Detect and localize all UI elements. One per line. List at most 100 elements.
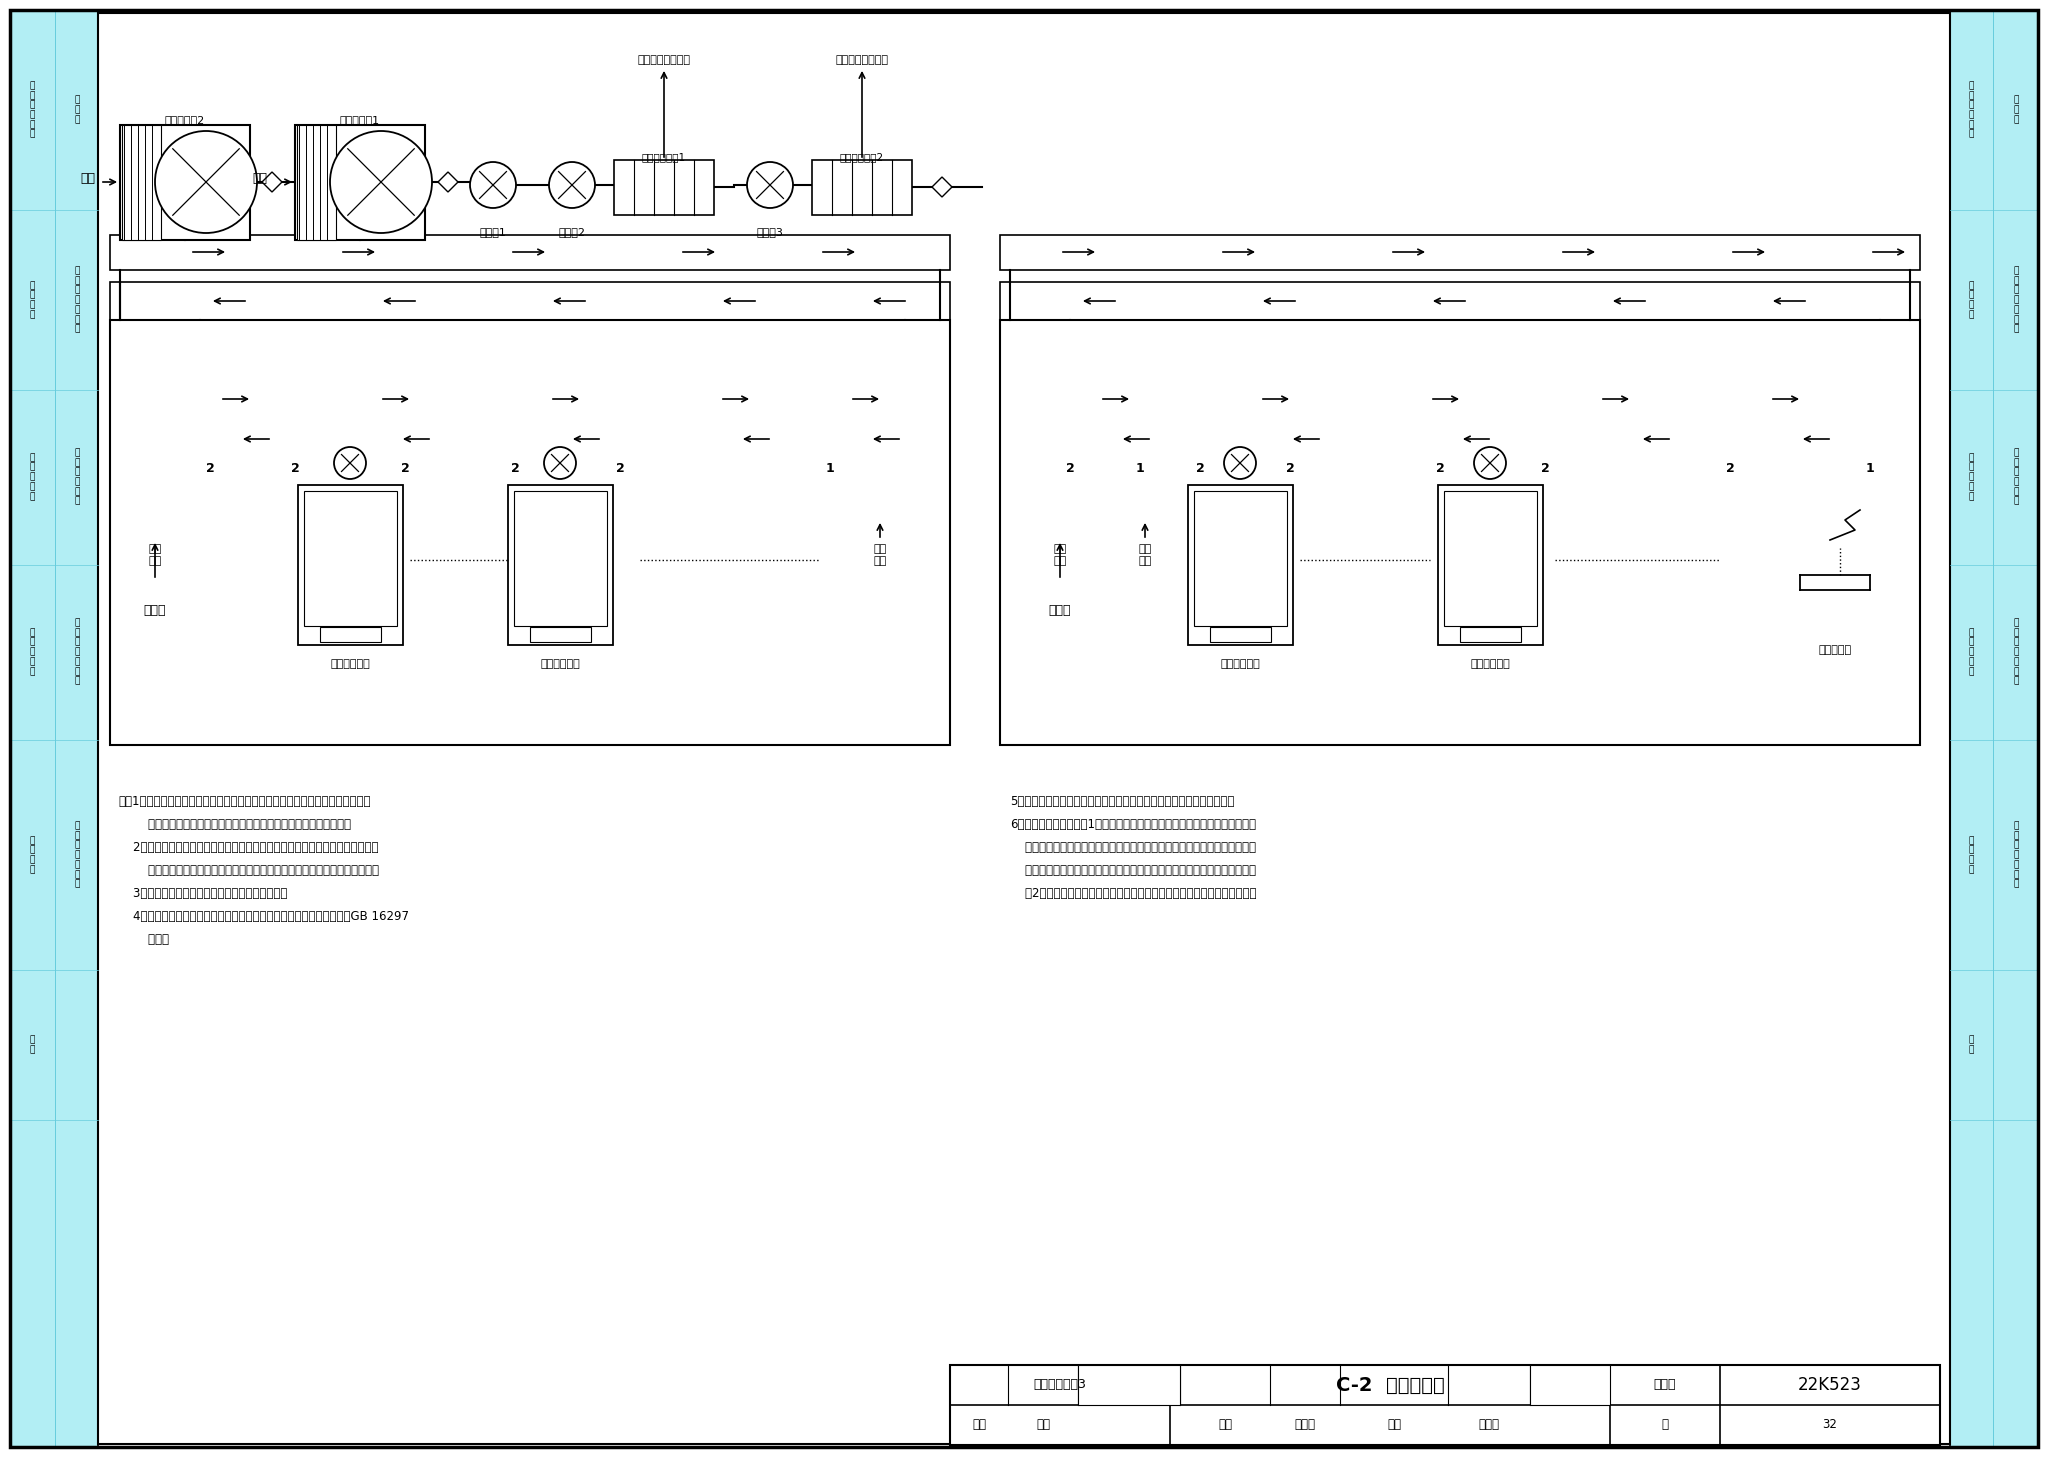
Polygon shape: [438, 172, 459, 193]
Bar: [614, 160, 715, 214]
Circle shape: [469, 162, 516, 209]
Text: 房间
送风: 房间 送风: [1053, 544, 1067, 566]
Bar: [1210, 627, 1272, 642]
Bar: [999, 235, 1921, 270]
Bar: [1188, 484, 1292, 645]
Text: 校对: 校对: [1219, 1418, 1233, 1431]
Text: 实
验
室
通
风
系
统: 实 验 室 通 风 系 统: [2013, 267, 2019, 334]
Text: 徐桓: 徐桓: [1036, 1418, 1051, 1431]
Text: 通
风
系
统
设
计: 通 风 系 统 设 计: [1968, 82, 1974, 139]
Text: 进风: 进风: [252, 172, 266, 184]
Text: 2: 2: [401, 461, 410, 474]
Text: 2: 2: [1286, 461, 1294, 474]
Bar: [111, 320, 950, 746]
Text: 选
用
与
安
装: 选 用 与 安 装: [29, 454, 35, 500]
Text: 选
用
与
安
装: 选 用 与 安 装: [1968, 454, 1974, 500]
Text: 杨木和: 杨木和: [1294, 1418, 1315, 1431]
Text: C-2  系统流程图: C-2 系统流程图: [1335, 1376, 1444, 1395]
Text: 设
计
案
例: 设 计 案 例: [1968, 282, 1974, 320]
Text: 胡雪利: 胡雪利: [1479, 1418, 1499, 1431]
Text: 典型通风系统3: 典型通风系统3: [1034, 1379, 1085, 1392]
Text: 设
计
案
例: 设 计 案 例: [29, 282, 35, 320]
Text: 排放量、年排放时间长短等来确定废气是否需要净化及采用何种净化方式。: 排放量、年排放时间长短等来确定废气是否需要净化及采用何种净化方式。: [119, 864, 379, 877]
Bar: [1040, 385, 1911, 413]
Text: 房间
送风: 房间 送风: [147, 544, 162, 566]
Text: 引至屋顶高空排放: 引至屋顶高空排放: [836, 55, 889, 66]
Text: 1: 1: [1866, 461, 1874, 474]
Text: 补风型排风柜: 补风型排风柜: [1470, 659, 1509, 670]
Text: 风
阀
与
其
他
设
备: 风 阀 与 其 他 设 备: [74, 619, 80, 686]
Text: 管
理
条
例: 管 理 条 例: [1968, 836, 1974, 874]
Text: 进风: 进风: [80, 172, 94, 184]
Text: 6．本系统中新风空调箱1服务于变风量补风型排风柜补风，建议严寒及寒冷地: 6．本系统中新风空调箱1服务于变风量补风型排风柜补风，建议严寒及寒冷地: [1010, 818, 1255, 832]
Text: 注：1．本系统为采用变风量控制补风型排风柜＋变风量补风的化学实验室的通风: 注：1．本系统为采用变风量控制补风型排风柜＋变风量补风的化学实验室的通风: [119, 795, 371, 808]
Text: 使用的前提下，由设计人员通过计算确定补风是否进行冷热处理；新风空调: 使用的前提下，由设计人员通过计算确定补风是否进行冷热处理；新风空调: [1010, 864, 1255, 877]
Text: 2．本系统中废气净化装置仅供示意，工程中需根据实验室所产生废气的性质、: 2．本系统中废气净化装置仅供示意，工程中需根据实验室所产生废气的性质、: [119, 840, 379, 854]
Text: 箱2服务于实验室全室送风，建议送风采用冷热处理以满足热舒适等要求。: 箱2服务于实验室全室送风，建议送风采用冷热处理以满足热舒适等要求。: [1010, 887, 1257, 900]
Text: 实
验
室
通
风
系
统: 实 验 室 通 风 系 统: [74, 267, 80, 334]
Text: 补风型排风柜: 补风型排风柜: [1221, 659, 1260, 670]
Polygon shape: [932, 177, 952, 197]
Bar: [1040, 425, 1911, 452]
Circle shape: [330, 131, 432, 233]
Text: 3．本系统中局部通风设备类别和数量仅为示意。: 3．本系统中局部通风设备类别和数量仅为示意。: [119, 887, 287, 900]
Text: 实
验
室
运
行
维
护: 实 验 室 运 行 维 护: [2013, 821, 2019, 889]
Bar: [297, 125, 336, 239]
Text: 选
用
与
安
装: 选 用 与 安 装: [29, 629, 35, 676]
Bar: [121, 125, 250, 239]
Text: 房间
排风: 房间 排风: [1139, 544, 1151, 566]
Text: 2: 2: [1065, 461, 1075, 474]
Circle shape: [1475, 446, 1505, 479]
Text: 新风空调箱2: 新风空调箱2: [166, 115, 205, 125]
Text: 排风机2: 排风机2: [559, 228, 586, 236]
Text: 执行。: 执行。: [119, 932, 170, 945]
Text: 2: 2: [291, 461, 299, 474]
Text: 排风机3: 排风机3: [756, 228, 784, 236]
Bar: [303, 492, 397, 626]
Polygon shape: [262, 172, 283, 193]
Circle shape: [1225, 446, 1255, 479]
Text: 2: 2: [1196, 461, 1204, 474]
Bar: [530, 627, 592, 642]
Text: 新风空调箱1: 新风空调箱1: [340, 115, 381, 125]
Text: 房间
排风: 房间 排风: [872, 544, 887, 566]
Text: 系统，在确保通风安全的前提下，方可根据工程需要选用本系统。: 系统，在确保通风安全的前提下，方可根据工程需要选用本系统。: [119, 818, 350, 832]
Text: 选
用
与
安
装: 选 用 与 安 装: [1968, 629, 1974, 676]
Bar: [514, 492, 606, 626]
Text: 附
录: 附 录: [1968, 1036, 1974, 1055]
Text: 实验室: 实验室: [143, 604, 166, 617]
Text: 风
阀
与
其
他
设
备: 风 阀 与 其 他 设 备: [2013, 619, 2019, 686]
Bar: [999, 282, 1921, 320]
Bar: [10, 10, 98, 1447]
Bar: [170, 385, 936, 413]
Text: 排风机1: 排风机1: [479, 228, 506, 236]
Text: 2: 2: [616, 461, 625, 474]
Text: 实验室: 实验室: [1049, 604, 1071, 617]
Text: 实
验
室: 实 验 室: [2013, 96, 2019, 124]
Text: 补风型排风柜: 补风型排风柜: [330, 659, 371, 670]
Text: 4．排风的排放高度需根据现行国家标准《大气污染物综合排放标准》GB 16297: 4．排风的排放高度需根据现行国家标准《大气污染物综合排放标准》GB 16297: [119, 910, 410, 924]
Circle shape: [156, 131, 256, 233]
Text: 2: 2: [510, 461, 520, 474]
Text: 2: 2: [205, 461, 215, 474]
Text: 废气净化装置2: 废气净化装置2: [840, 152, 885, 162]
Bar: [170, 425, 936, 452]
Bar: [1950, 10, 2038, 1447]
Text: 实
验
室
运
行
维
护: 实 验 室 运 行 维 护: [74, 821, 80, 889]
Text: 设计: 设计: [1386, 1418, 1401, 1431]
Text: 2: 2: [1726, 461, 1735, 474]
Text: 5．本系统的新风空调箱未考虑实验室所在地域的供暖或空调系统负荷。: 5．本系统的新风空调箱未考虑实验室所在地域的供暖或空调系统负荷。: [1010, 795, 1235, 808]
Bar: [299, 484, 403, 645]
Text: 区对补风进行冷热处理；温和、夏热冬暖及夏热冬冷地区，在不影响排风柜: 区对补风进行冷热处理；温和、夏热冬暖及夏热冬冷地区，在不影响排风柜: [1010, 840, 1255, 854]
Text: 废气净化装置1: 废气净化装置1: [641, 152, 686, 162]
Text: 局
部
排
风
设
备: 局 部 排 风 设 备: [74, 448, 80, 506]
Bar: [999, 320, 1921, 746]
Bar: [123, 125, 162, 239]
Text: 管
理
条
例: 管 理 条 例: [29, 836, 35, 874]
Bar: [950, 1366, 1939, 1444]
Text: 1: 1: [1137, 461, 1145, 474]
Bar: [508, 484, 612, 645]
Bar: [1077, 1366, 1180, 1405]
Text: 审核: 审核: [973, 1418, 985, 1431]
Text: 32: 32: [1823, 1418, 1837, 1431]
